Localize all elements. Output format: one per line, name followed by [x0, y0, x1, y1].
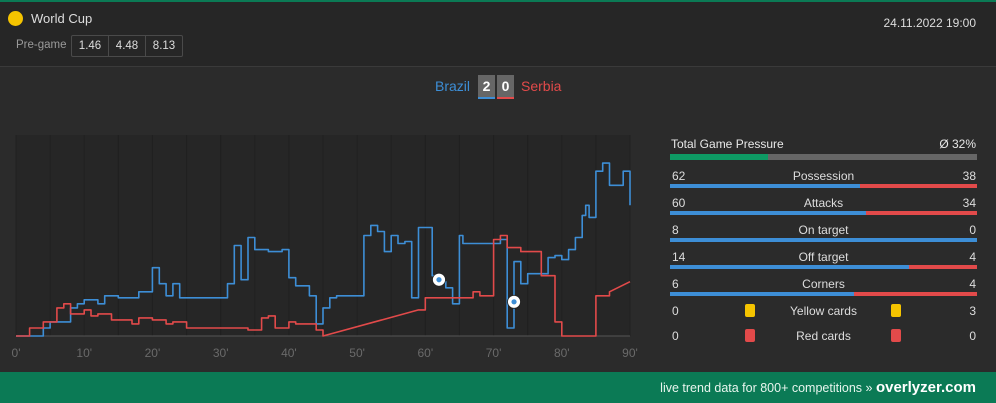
chart-series-layer: [16, 162, 631, 337]
pregame-label: Pre-game: [16, 39, 67, 51]
x-tick-label: 40': [281, 346, 297, 360]
stat-red-cards: 0 Red cards 0: [670, 329, 977, 349]
stat-yellow-cards: 0 Yellow cards 3: [670, 304, 977, 324]
home-score: 2: [478, 75, 495, 99]
yellow-card-icon: [891, 304, 901, 317]
stat-label: Red cards: [796, 329, 851, 343]
stat-home-value: 0: [672, 304, 679, 318]
stat-corners: 6 Corners 4: [670, 277, 977, 297]
stat-away-value: 3: [969, 304, 976, 318]
stat-away-value: 4: [969, 250, 976, 264]
stat-on-target: 8 On target 0: [670, 223, 977, 243]
footer-banner[interactable]: live trend data for 800+ competitions » …: [0, 372, 996, 403]
odd-home[interactable]: 1.46: [72, 36, 109, 56]
stat-bar: [670, 184, 977, 188]
footer-text[interactable]: live trend data for 800+ competitions » …: [660, 379, 976, 396]
pregame-odds: 1.46 4.48 8.13: [71, 35, 183, 57]
stat-home-value: 8: [672, 223, 679, 237]
x-tick-label: 60': [418, 346, 434, 360]
pressure-bar-fill: [670, 154, 769, 160]
stat-away-value: 4: [969, 277, 976, 291]
away-score: 0: [497, 75, 514, 99]
stat-bar-home-fill: [670, 292, 855, 296]
top-accent-line: [0, 0, 996, 2]
stat-off-target: 14 Off target 4: [670, 250, 977, 270]
stat-home-value: 62: [672, 169, 686, 183]
pressure-row: Total Game Pressure Ø 32%: [670, 137, 977, 160]
stat-bar-home-fill: [670, 265, 909, 269]
stat-home-value: 6: [672, 277, 679, 291]
stat-bar-home-fill: [670, 184, 861, 188]
match-datetime: 24.11.2022 19:00: [883, 16, 976, 30]
red-card-icon: [745, 329, 755, 342]
away-team-name[interactable]: Serbia: [521, 78, 562, 94]
odd-draw[interactable]: 4.48: [109, 36, 146, 56]
pressure-trend-chart: 0' 10' 20' 30' 40' 50' 60' 70' 80' 90': [12, 135, 638, 360]
stat-bar: [670, 265, 977, 269]
stat-away-value: 34: [962, 196, 976, 210]
stat-label: Corners: [802, 277, 845, 291]
scoreline: Brazil 2 0 Serbia: [0, 75, 996, 99]
competition-icon: [8, 11, 23, 26]
pressure-value: Ø 32%: [939, 137, 976, 151]
stat-attacks: 60 Attacks 34: [670, 196, 977, 216]
red-card-icon: [891, 329, 901, 342]
stat-home-value: 14: [672, 250, 686, 264]
stat-home-value: 0: [672, 329, 679, 343]
x-tick-label: 0': [12, 346, 21, 360]
x-tick-label: 10': [76, 346, 92, 360]
stat-away-value: 0: [969, 223, 976, 237]
stat-away-value: 0: [969, 329, 976, 343]
stat-label: Attacks: [803, 196, 844, 210]
pressure-bar: [670, 154, 977, 160]
goal-markers: [432, 272, 521, 309]
x-axis-ticks: 0' 10' 20' 30' 40' 50' 60' 70' 80' 90': [12, 346, 638, 360]
match-header: World Cup 24.11.2022 19:00 Pre-game 1.46…: [0, 2, 996, 67]
pressure-title: Total Game Pressure: [671, 137, 784, 151]
stat-home-value: 60: [672, 196, 686, 210]
stat-bar: [670, 238, 977, 242]
away-pressure-line: [16, 234, 631, 337]
stat-label: On target: [798, 223, 849, 237]
x-tick-label: 30': [213, 346, 229, 360]
stat-bar: [670, 211, 977, 215]
x-tick-label: 50': [349, 346, 365, 360]
footer-tagline: live trend data for 800+ competitions »: [660, 381, 873, 395]
stat-away-value: 38: [962, 169, 976, 183]
x-tick-label: 80': [554, 346, 570, 360]
home-team-name[interactable]: Brazil: [434, 78, 470, 94]
odd-away[interactable]: 8.13: [152, 40, 176, 52]
x-tick-label: 90': [622, 346, 638, 360]
stat-bar: [670, 292, 977, 296]
x-tick-label: 20': [145, 346, 161, 360]
x-tick-label: 70': [486, 346, 502, 360]
competition-name[interactable]: World Cup: [31, 11, 93, 26]
goal-ball-icon[interactable]: [432, 272, 446, 287]
home-pressure-line: [16, 162, 631, 337]
stat-bar-home-fill: [670, 238, 977, 242]
stat-label: Off target: [798, 250, 849, 264]
stat-bar-home-fill: [670, 211, 866, 215]
goal-ball-icon[interactable]: [507, 294, 521, 309]
brand-link[interactable]: overlyzer.com: [875, 379, 976, 396]
stat-label: Possession: [792, 169, 855, 183]
stat-possession: 62 Possession 38: [670, 169, 977, 189]
stat-label: Yellow cards: [790, 304, 857, 318]
yellow-card-icon: [745, 304, 755, 317]
